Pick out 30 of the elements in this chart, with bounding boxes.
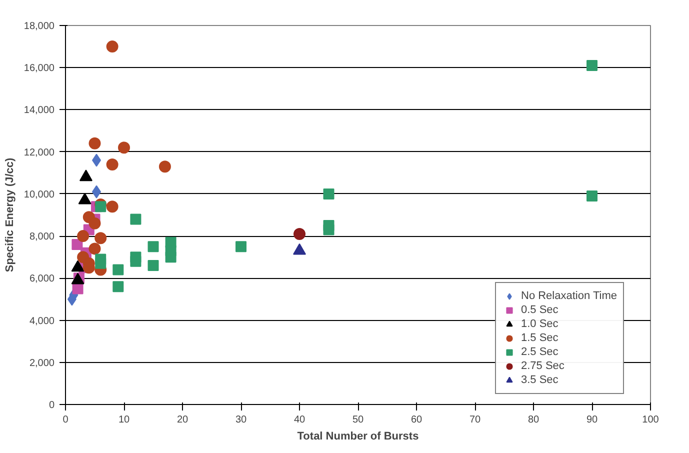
y-axis-title: Specific Energy (J/cc) — [4, 158, 16, 272]
y-tick-label: 18,000 — [24, 21, 55, 32]
x-tick-label: 60 — [410, 414, 422, 426]
x-tick-label: 10 — [118, 414, 130, 426]
y-tick-label: 0 — [48, 400, 55, 411]
y-tick-label: 10,000 — [24, 189, 55, 200]
y-tick-label: 6,000 — [29, 274, 55, 285]
y-tick-label: 2,000 — [29, 358, 55, 369]
legend-label: 0.5 Sec — [521, 303, 558, 317]
y-tick-label: 4,000 — [29, 316, 55, 327]
y-tick-label: 16,000 — [24, 63, 55, 74]
x-tick-label: 80 — [528, 414, 540, 426]
y-tick-label: 8,000 — [29, 232, 55, 243]
x-axis-title: Total Number of Bursts — [297, 430, 419, 442]
legend-label: 1.5 Sec — [521, 331, 558, 345]
x-tick-label: 0 — [62, 414, 69, 426]
legend-label: 2.5 Sec — [521, 345, 558, 359]
x-tick-label: 20 — [176, 414, 188, 426]
y-tick-label: 12,000 — [24, 147, 55, 158]
y-tick-label: 14,000 — [24, 105, 55, 116]
x-tick-label: 70 — [469, 414, 481, 426]
legend-label: No Relaxation Time — [521, 289, 617, 303]
legend-label: 3.5 Sec — [521, 373, 558, 387]
x-tick-label: 40 — [294, 414, 306, 426]
x-tick-label: 90 — [586, 414, 598, 426]
x-tick-label: 100 — [642, 414, 660, 426]
x-tick-label: 30 — [235, 414, 247, 426]
legend-label: 2.75 Sec — [521, 359, 564, 373]
legend-label: 1.0 Sec — [521, 317, 558, 331]
x-tick-label: 50 — [352, 414, 364, 426]
